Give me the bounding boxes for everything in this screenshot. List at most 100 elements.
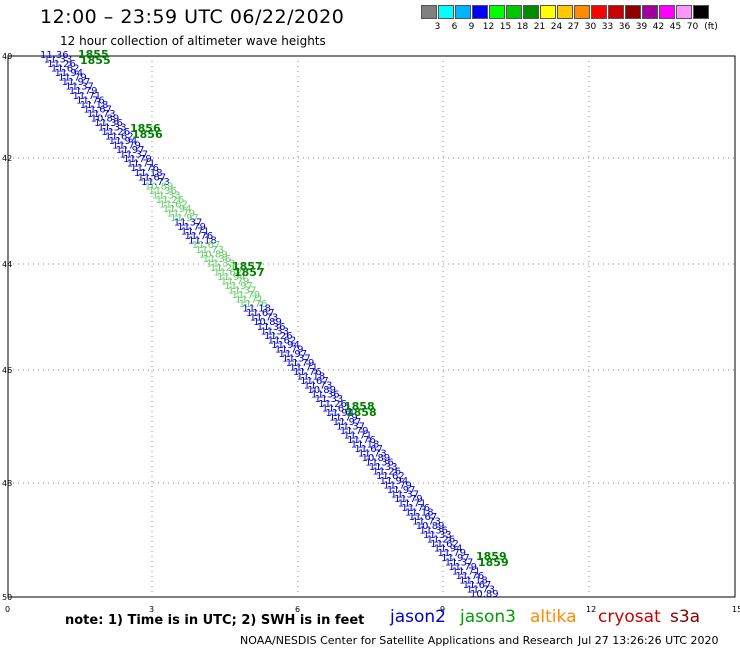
wave-height-label: 11.67 bbox=[192, 240, 221, 251]
wave-height-label: 11.62 bbox=[159, 199, 188, 210]
colorbar-swatch bbox=[438, 5, 454, 19]
wave-height-label: 11.26 bbox=[427, 535, 456, 546]
colorbar-label: 33 bbox=[601, 22, 614, 32]
wave-height-label: 11.76 bbox=[130, 163, 159, 174]
wave-height-label: 11.26 bbox=[264, 331, 293, 342]
colorbar-label: 18 bbox=[516, 22, 529, 32]
wave-height-label: 11.94 bbox=[325, 408, 354, 419]
latitude-label: 46 bbox=[2, 366, 12, 375]
map-title: 12:00 – 23:59 UTC 06/22/2020 bbox=[40, 6, 345, 28]
wave-height-label: 11.71 bbox=[127, 159, 156, 170]
wave-height-label: 11.79 bbox=[340, 426, 369, 437]
legend-jason2: jason2 bbox=[390, 607, 446, 627]
wave-height-label: 11.79 bbox=[166, 209, 195, 220]
colorbar-swatch bbox=[591, 5, 607, 19]
colorbar-swatch bbox=[540, 5, 556, 19]
wave-height-label: 11.94 bbox=[109, 136, 138, 147]
wave-height-label: 11.97 bbox=[116, 145, 145, 156]
wave-height-label: 11.36 bbox=[365, 458, 394, 469]
wave-height-label: 11.33 bbox=[315, 394, 344, 405]
wave-height-label: 11.18 bbox=[80, 100, 109, 111]
wave-height-label: 11.73 bbox=[141, 177, 170, 188]
colorbar-label: 45 bbox=[669, 22, 682, 32]
wave-height-label: 10.89 bbox=[91, 113, 120, 124]
wave-height-label: 11.33 bbox=[369, 462, 398, 473]
colorbar-label: 12 bbox=[482, 22, 495, 32]
wave-height-label: 11.33 bbox=[206, 258, 235, 269]
pass-time-label: 1855 bbox=[80, 54, 111, 67]
colorbar-label: 30 bbox=[584, 22, 597, 32]
longitude-label: 12 bbox=[586, 605, 596, 614]
credit-line: NOAA/NESDIS Center for Satellite Applica… bbox=[240, 634, 574, 647]
wave-height-colorbar bbox=[421, 5, 710, 19]
wave-height-label: 11.18 bbox=[459, 575, 488, 586]
wave-height-label: 11.71 bbox=[344, 430, 373, 441]
latitude-label: 42 bbox=[2, 154, 12, 163]
wave-height-label: 11.33 bbox=[423, 530, 452, 541]
wave-height-label: 11.37 bbox=[445, 557, 474, 568]
wave-height-label: 11.67 bbox=[83, 104, 112, 115]
pass-time-label: 1856 bbox=[132, 128, 163, 141]
colorbar-unit: (ft) bbox=[704, 22, 718, 32]
wave-height-label: 11.79 bbox=[394, 494, 423, 505]
wave-height-label: 11.73 bbox=[358, 449, 387, 460]
pass-time-label: 1859 bbox=[478, 556, 509, 569]
wave-height-label: 11.33 bbox=[98, 122, 127, 133]
wave-height-label: 10.89 bbox=[416, 521, 445, 532]
wave-height-label: 11.97 bbox=[387, 485, 416, 496]
colorbar-swatch bbox=[523, 5, 539, 19]
latitude-label: 40 bbox=[2, 52, 12, 61]
wave-height-label: 11.97 bbox=[170, 213, 199, 224]
wave-height-label: 11.79 bbox=[329, 412, 358, 423]
wave-height-label: 10.89 bbox=[199, 249, 228, 260]
colorbar-swatch bbox=[608, 5, 624, 19]
colorbar-label: 6 bbox=[451, 22, 458, 32]
wave-height-label: 11.26 bbox=[101, 127, 130, 138]
wave-height-label: 11.36 bbox=[311, 390, 340, 401]
colorbar-swatch bbox=[557, 5, 573, 19]
wave-height-label: 11.37 bbox=[391, 489, 420, 500]
wave-height-label: 11.94 bbox=[434, 544, 463, 555]
colorbar-label: 3 bbox=[434, 22, 441, 32]
latitude-label: 50 bbox=[2, 593, 12, 602]
wave-height-label: 11.26 bbox=[210, 263, 239, 274]
wave-height-label: 11.79 bbox=[69, 86, 98, 97]
wave-height-label: 11.37 bbox=[119, 150, 148, 161]
wave-height-label: 11.94 bbox=[54, 68, 83, 79]
colorbar-label: 39 bbox=[635, 22, 648, 32]
wave-height-label: 10.89 bbox=[307, 385, 336, 396]
wave-height-label: 11.79 bbox=[383, 480, 412, 491]
wave-height-label: 11.62 bbox=[51, 64, 80, 75]
wave-height-label: 11.97 bbox=[278, 349, 307, 360]
wave-height-label: 11.26 bbox=[156, 195, 185, 206]
wave-height-label: 11.73 bbox=[466, 584, 495, 595]
wave-height-label: 11.71 bbox=[452, 566, 481, 577]
wave-height-label: 11.37 bbox=[174, 218, 203, 229]
wave-height-label: 11.36 bbox=[148, 186, 177, 197]
pass-time-label: 1856 bbox=[130, 122, 161, 135]
colorbar-swatch bbox=[693, 5, 709, 19]
wave-height-label: 11.73 bbox=[87, 109, 116, 120]
longitude-label: 3 bbox=[149, 605, 154, 614]
wave-height-label: 11.97 bbox=[333, 417, 362, 428]
longitude-label: 15 bbox=[732, 605, 740, 614]
wave-height-label: 11.36 bbox=[257, 322, 286, 333]
map-frame bbox=[7, 55, 736, 598]
wave-height-label: 11.33 bbox=[44, 55, 73, 66]
wave-height-label: 11.18 bbox=[297, 372, 326, 383]
wave-height-label: 11.97 bbox=[441, 553, 470, 564]
map-subtitle: 12 hour collection of altimeter wave hei… bbox=[60, 34, 326, 48]
wave-height-label: 11.37 bbox=[228, 286, 257, 297]
wave-height-label: 11.79 bbox=[232, 290, 261, 301]
wave-height-label: 11.71 bbox=[235, 295, 264, 306]
wave-height-label: 11.37 bbox=[65, 82, 94, 93]
wave-height-label: 11.62 bbox=[105, 132, 134, 143]
pass-time-label: 1857 bbox=[234, 266, 265, 279]
wave-height-label: 11.76 bbox=[293, 367, 322, 378]
wave-height-label: 11.62 bbox=[376, 471, 405, 482]
wave-height-label: 11.73 bbox=[195, 245, 224, 256]
wave-height-label: 11.76 bbox=[239, 299, 268, 310]
wave-height-label: 11.73 bbox=[304, 381, 333, 392]
wave-height-label: 11.71 bbox=[289, 363, 318, 374]
